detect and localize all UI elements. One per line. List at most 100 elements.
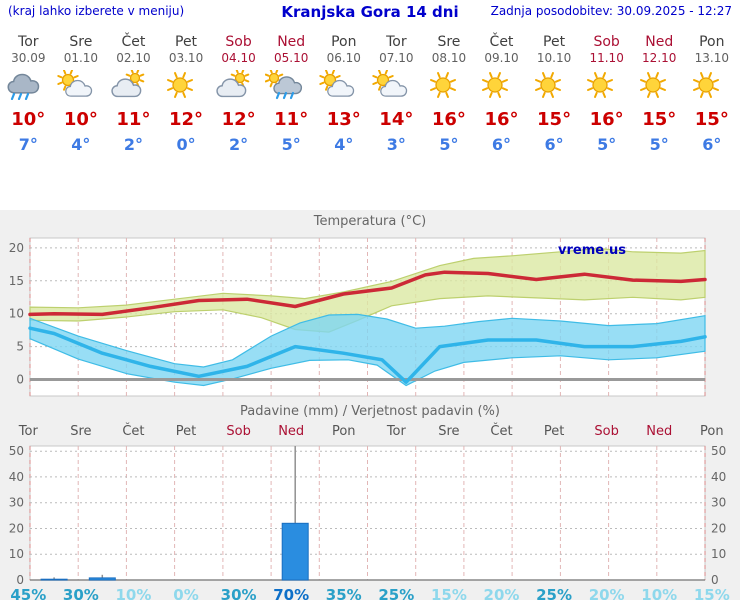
location-menu-hint: (kraj lahko izberete v meniju) xyxy=(8,4,185,18)
forecast-day-14: Pon 13.10 15° 6° xyxy=(686,34,739,176)
temp-min: 6° xyxy=(491,135,512,154)
precip-day-label: Pon xyxy=(331,424,356,439)
temp-min: 5° xyxy=(649,135,669,154)
partly-icon xyxy=(55,70,108,108)
temp-min: 5° xyxy=(439,135,459,154)
precip-probability: 45% xyxy=(10,586,47,600)
temp-min: 7° xyxy=(18,135,38,154)
day-name: Ned xyxy=(277,34,306,50)
temperature-plot: 0 5 10 15 20 vreme.us xyxy=(9,237,707,397)
temp-max: 12° xyxy=(221,109,256,130)
precip-probability: 10% xyxy=(641,586,678,600)
sunny-icon xyxy=(633,70,686,108)
day-date: 03.10 xyxy=(168,51,204,65)
day-name: Čet xyxy=(121,34,146,50)
rain-sun-icon xyxy=(264,70,318,108)
precip-probability: 25% xyxy=(536,586,573,600)
temp-max: 12° xyxy=(168,109,204,130)
temp-min: 2° xyxy=(123,135,144,154)
charts-panel: Temperatura (°C) 0 5 10 15 20 vreme.us Padavi… xyxy=(0,210,740,600)
svg-text:15: 15 xyxy=(9,274,24,288)
page-header: (kraj lahko izberete v meniju) Kranjska … xyxy=(0,0,740,24)
forecast-day-10: Čet 09.10 16° 6° xyxy=(475,34,528,176)
forecast-day-8: Tor 07.10 14° 3° xyxy=(370,34,423,176)
precip-day-label: Pet xyxy=(175,424,197,439)
precip-bars xyxy=(40,446,309,581)
precip-day-label: Sob xyxy=(594,424,619,439)
svg-text:0: 0 xyxy=(16,573,24,586)
temp-max: 13° xyxy=(326,109,361,130)
partly-icon xyxy=(317,70,370,108)
precip-bar xyxy=(281,522,309,581)
precip-probability: 30% xyxy=(62,586,99,600)
temp-min: 5° xyxy=(281,135,301,154)
precip-day-label: Tor xyxy=(386,424,406,439)
temp-min-line xyxy=(28,326,707,384)
day-name: Sre xyxy=(69,34,93,50)
temp-max: 10° xyxy=(11,109,46,130)
svg-text:10: 10 xyxy=(711,547,726,561)
day-date: 07.10 xyxy=(379,51,414,65)
temp-max: 11° xyxy=(116,109,151,130)
precip-probability: 70% xyxy=(273,586,310,600)
day-name: Pet xyxy=(543,34,566,50)
precip-probability: 30% xyxy=(220,586,257,600)
forecast-day-2: Sre 01.10 10° 4° xyxy=(55,34,108,176)
svg-text:40: 40 xyxy=(711,470,726,484)
svg-text:20: 20 xyxy=(9,241,24,255)
precip-y-gridlines xyxy=(30,450,705,581)
day-date: 06.10 xyxy=(326,51,361,65)
day-name: Tor xyxy=(386,34,407,50)
precip-probability: 20% xyxy=(483,586,520,600)
precip-probability: 0% xyxy=(173,586,199,600)
svg-text:10: 10 xyxy=(9,307,24,321)
temp-max: 16° xyxy=(431,109,466,130)
svg-text:30: 30 xyxy=(9,496,24,510)
sunny-icon xyxy=(160,70,213,108)
precip-chart-title: Padavine (mm) / Verjetnost padavin (%) xyxy=(240,404,500,419)
day-date: 10.10 xyxy=(536,51,572,65)
temp-min: 6° xyxy=(702,135,722,154)
forecast-day-9: Sre 08.10 16° 5° xyxy=(423,34,476,176)
forecast-day-12: Sob 11.10 16° 5° xyxy=(580,34,633,176)
temp-max: 15° xyxy=(537,109,572,130)
precipitation-plot: 0 0 10 10 20 20 30 30 40 40 50 50 xyxy=(9,444,727,586)
svg-text:20: 20 xyxy=(711,522,726,536)
precip-day-labels: Tor Sre Čet Pet Sob Ned Pon Tor Sre Čet Pet Sob Ned P… xyxy=(0,424,740,440)
precip-probability: 35% xyxy=(325,586,362,600)
cloudy-sun-icon xyxy=(212,70,265,108)
precip-probability: 20% xyxy=(588,586,625,600)
precip-day-label: Pet xyxy=(543,424,565,439)
temp-min: 0° xyxy=(176,135,196,154)
precip-probability: 15% xyxy=(693,586,730,600)
svg-text:0: 0 xyxy=(16,373,24,387)
svg-text:40: 40 xyxy=(9,470,24,484)
sunny-icon xyxy=(686,70,739,108)
forecast-day-7: Pon 06.10 13° 4° xyxy=(317,34,370,176)
forecast-day-1: Tor 30.09 10° 7° xyxy=(2,34,55,176)
temp-min: 4° xyxy=(71,135,91,154)
temp-max: 16° xyxy=(484,109,519,130)
precip-bar xyxy=(88,577,116,581)
day-name: Sob xyxy=(593,34,620,50)
day-name: Čet xyxy=(489,34,514,50)
page-title: Kranjska Gora 14 dni xyxy=(281,3,459,21)
precip-probability: 25% xyxy=(378,586,415,600)
precip-probability: 10% xyxy=(115,586,152,600)
forecast-day-11: Pet 10.10 15° 6° xyxy=(528,34,581,176)
precip-bar xyxy=(40,578,68,581)
forecast-day-3: Čet 02.10 11° 2° xyxy=(107,34,160,176)
temp-max: 11° xyxy=(274,109,309,130)
svg-text:50: 50 xyxy=(711,444,726,458)
precip-day-label: Sre xyxy=(70,424,92,439)
temp-max: 15° xyxy=(642,109,677,130)
forecast-day-6: Ned 05.10 11° 5° xyxy=(264,34,318,176)
temp-y-labels: 0 5 10 15 20 xyxy=(9,241,24,387)
day-date: 04.10 xyxy=(221,51,256,65)
precip-day-label: Čet xyxy=(122,424,145,439)
day-name: Pet xyxy=(175,34,198,50)
temp-min-range-band xyxy=(29,313,706,387)
temp-min: 5° xyxy=(597,135,617,154)
temp-max: 15° xyxy=(694,109,729,130)
temp-max: 10° xyxy=(63,109,98,130)
